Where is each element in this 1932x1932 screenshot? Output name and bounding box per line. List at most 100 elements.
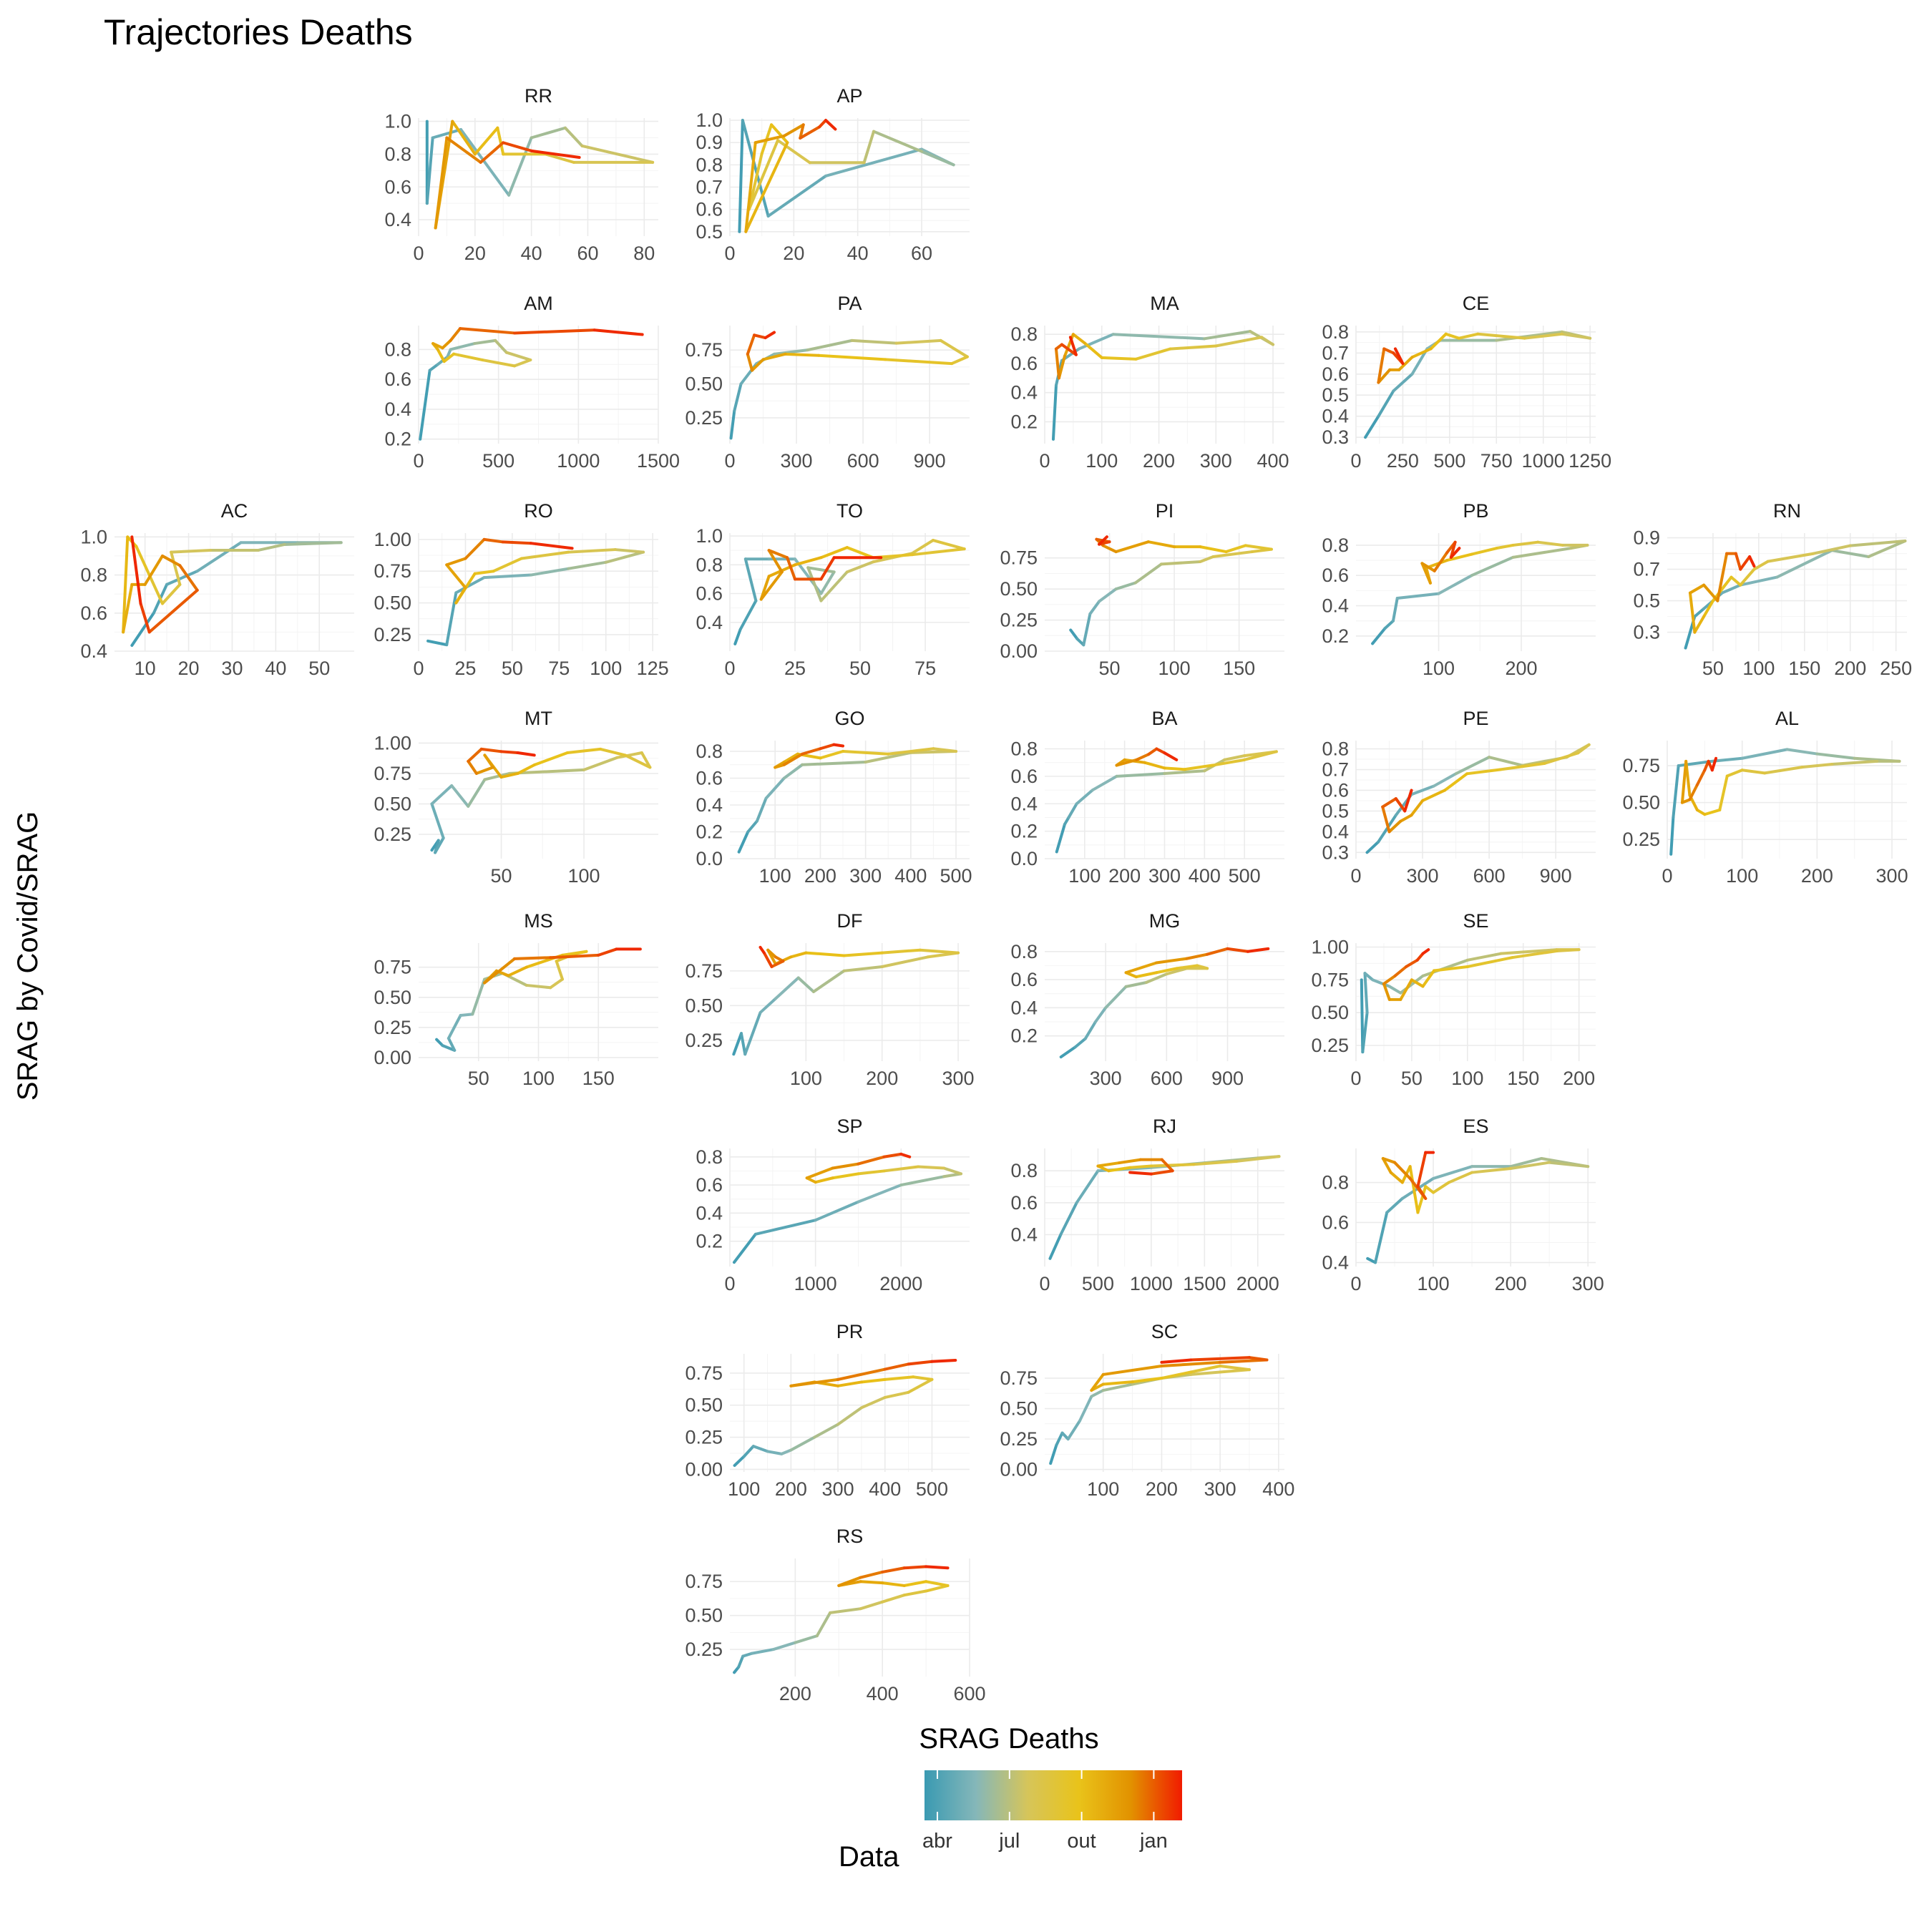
trajectory-segment <box>1397 356 1414 371</box>
trajectory-segment <box>741 119 770 218</box>
trajectory-segment <box>759 570 784 601</box>
trajectory-segment <box>479 141 505 164</box>
trajectory-segment <box>1235 1155 1281 1163</box>
grid <box>730 943 970 1061</box>
y-tick-label: 1.0 <box>384 111 411 132</box>
trajectory-segment <box>1703 808 1722 816</box>
trajectory-segment <box>502 141 533 152</box>
grid <box>1667 533 1907 651</box>
y-tick-label: 0.8 <box>696 554 723 575</box>
trajectory-segment <box>1433 965 1469 972</box>
trajectory-df <box>732 945 960 1056</box>
trajectory-segment <box>1091 774 1118 792</box>
trajectory-segment <box>1082 612 1092 647</box>
trajectory-segment <box>771 1641 797 1652</box>
x-tick-label: 0 <box>1039 450 1050 472</box>
y-tick-label: 0.75 <box>685 339 723 361</box>
trajectory-segment <box>473 338 497 346</box>
x-tick-label: 300 <box>1204 1478 1236 1500</box>
grid <box>729 118 970 236</box>
trajectory-segment <box>161 582 182 605</box>
trajectory-segment <box>1536 540 1564 547</box>
legend-label: jan <box>1139 1830 1168 1853</box>
y-tick-label: 0.50 <box>685 374 723 395</box>
x-tick-label: 100 <box>1451 1068 1483 1089</box>
trajectory-segment <box>1437 574 1473 595</box>
trajectory-segment <box>1133 562 1163 585</box>
y-tick-label: 0.2 <box>1010 1025 1038 1047</box>
x-tick-label: 50 <box>1401 1068 1423 1089</box>
trajectory-segment <box>464 537 486 560</box>
x-tick-label: 600 <box>953 1683 985 1704</box>
trajectory-segment <box>567 560 608 570</box>
trajectory-segment <box>753 1219 817 1236</box>
trajectory-segment <box>549 977 564 990</box>
trajectory-segment <box>1720 583 1742 595</box>
x-tick-label: 1000 <box>794 1273 837 1294</box>
y-tick-label: 0.2 <box>696 1231 723 1252</box>
trajectory-segment <box>766 174 827 218</box>
trajectory-segment <box>459 1013 474 1018</box>
trajectory-segment <box>473 126 499 156</box>
trajectory-segment <box>1155 747 1166 755</box>
trajectory-ro <box>426 537 645 647</box>
trajectory-segment <box>1093 1006 1108 1023</box>
trajectory-segment <box>881 1581 906 1587</box>
trajectory-segment <box>1381 805 1391 834</box>
facet-ap: AP 0.50.60.70.80.91.0 0 20 40 60 <box>696 85 970 264</box>
trajectory-segment <box>1211 550 1254 558</box>
trajectory-segment <box>1382 974 1397 985</box>
facet-label: MS <box>524 910 553 932</box>
y-tick-label: 0.6 <box>80 602 107 624</box>
x-tick-label: 0 <box>1350 450 1361 472</box>
facet-df: DF 0.25 0.50 0.75 100 200 300 <box>685 910 974 1089</box>
trajectory-segment <box>750 1648 775 1655</box>
y-tick-label: 0.4 <box>696 1202 723 1224</box>
trajectory-pb <box>1371 540 1589 645</box>
trajectory-segment <box>451 119 477 156</box>
x-tick-label: 2000 <box>1236 1273 1279 1294</box>
trajectory-segment <box>1223 754 1246 761</box>
legend-colorbar <box>924 1770 1182 1820</box>
trajectory-segment <box>1408 1165 1420 1214</box>
trajectory-segment <box>1399 978 1413 1001</box>
trajectory-segment <box>924 1565 950 1570</box>
x-tick-label: 200 <box>779 1683 811 1704</box>
grid <box>1667 741 1907 859</box>
trajectory-segment <box>741 1652 753 1658</box>
trajectory-segment <box>1048 1233 1063 1260</box>
facet-pa: PA 0.25 0.50 0.75 0 300 600 900 <box>685 293 970 472</box>
facet-pe: PE 0.30.40.50.60.70.8 0 300 600 900 <box>1322 708 1596 887</box>
trajectory-segment <box>1830 759 1879 766</box>
y-tick-label: 0.25 <box>1622 829 1660 850</box>
x-tick-label: 150 <box>582 1068 615 1089</box>
y-tick-label: 0.4 <box>1322 595 1349 617</box>
trajectory-segment <box>452 352 484 362</box>
trajectory-segment <box>882 1152 903 1158</box>
trajectory-segment <box>837 1576 862 1587</box>
trajectory-segment <box>1495 330 1563 342</box>
trajectory-segment <box>1051 384 1058 441</box>
trajectory-segment <box>1189 1365 1222 1374</box>
y-tick-label: 0.7 <box>1633 559 1660 580</box>
x-tick-label: 500 <box>1082 1273 1114 1294</box>
facet-ro: RO 0.25 0.50 0.75 1.00 0 25 50 75 100 125 <box>374 500 668 679</box>
y-tick-label: 0.4 <box>384 209 411 230</box>
y-tick-label: 0.6 <box>384 369 411 390</box>
trajectory-segment <box>1444 332 1460 340</box>
trajectory-segment <box>544 152 575 164</box>
trajectory-segment <box>1470 547 1498 556</box>
x-tick-label: 10 <box>135 658 156 679</box>
y-tick-label: 1.00 <box>374 732 411 753</box>
y-tick-label: 0.6 <box>1010 353 1038 374</box>
trajectory-segment <box>1090 1389 1105 1398</box>
trajectory-rj <box>1048 1155 1281 1260</box>
trajectory-segment <box>519 550 570 560</box>
trajectory-segment <box>907 1360 934 1366</box>
trajectory-segment <box>178 564 199 592</box>
trajectory-segment <box>819 750 845 760</box>
trajectory-segment <box>796 976 815 993</box>
trajectory-segment <box>530 126 567 140</box>
trajectory-segment <box>1429 332 1448 351</box>
trajectory-segment <box>1488 756 1524 767</box>
